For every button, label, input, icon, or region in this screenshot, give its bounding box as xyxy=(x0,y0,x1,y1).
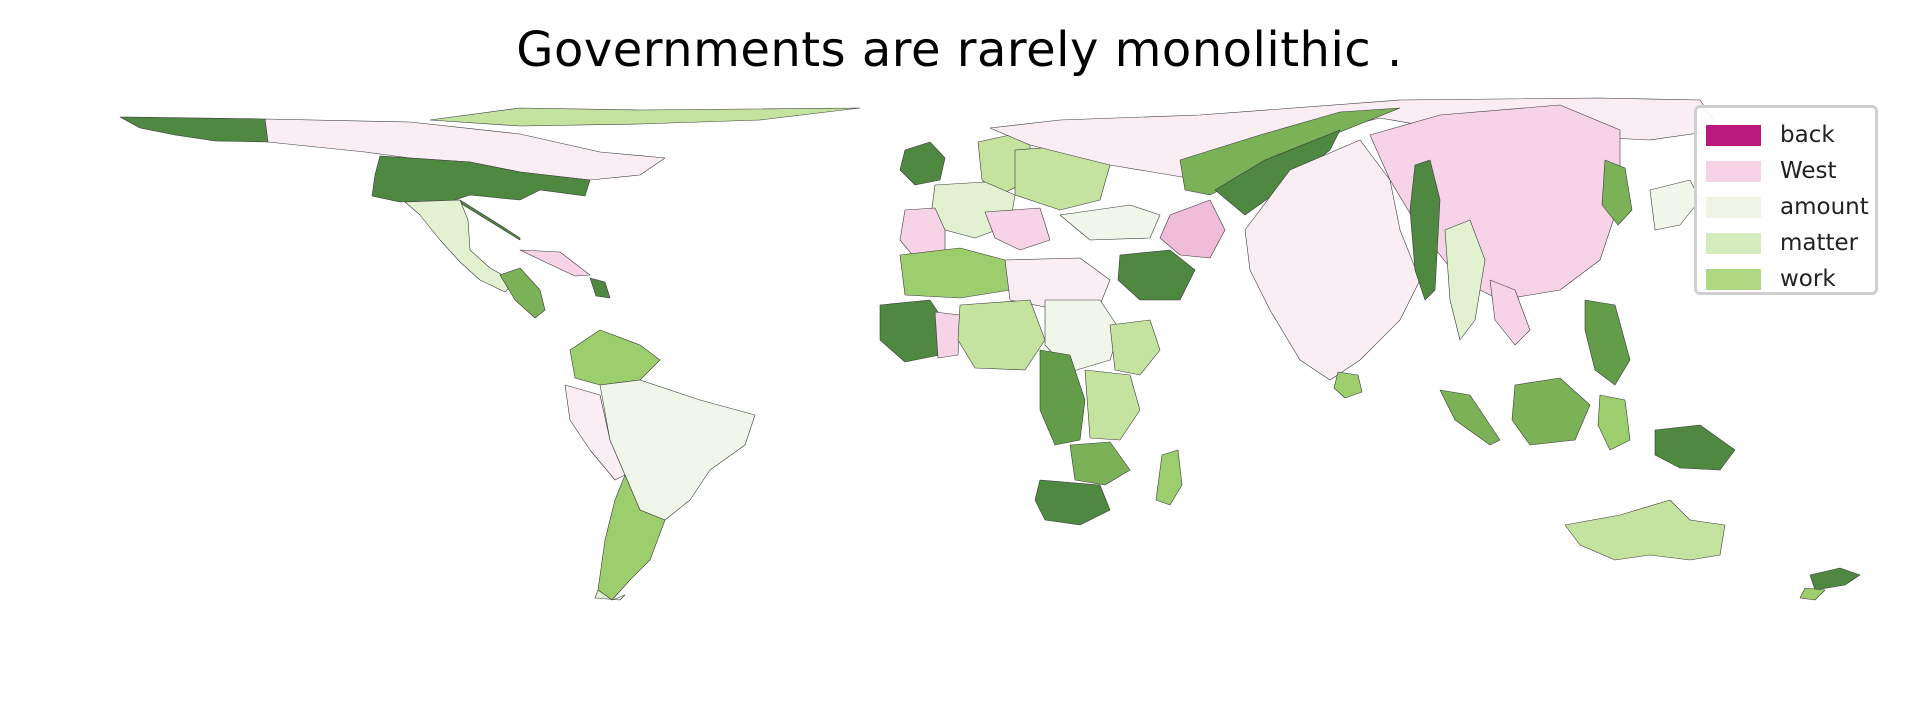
legend-swatch-west xyxy=(1706,160,1761,182)
region-myanmar xyxy=(1409,159,1441,301)
map-title: Governments are rarely monolithic . xyxy=(516,22,1403,78)
region-mexico xyxy=(404,199,516,293)
region-korea xyxy=(1601,159,1633,226)
region-new-guinea xyxy=(1654,424,1736,471)
region-colombia-venezuela xyxy=(569,329,661,386)
region-chile xyxy=(594,589,626,601)
legend-swatch-back xyxy=(1706,124,1761,146)
region-balkans xyxy=(984,207,1051,251)
legend-item-back: back xyxy=(1706,117,1875,153)
south-america xyxy=(564,329,756,601)
region-north-africa-west xyxy=(899,247,1011,299)
europe xyxy=(899,134,1161,259)
region-saudi xyxy=(1117,249,1196,301)
map-legend: back West amount matter work xyxy=(1694,105,1878,295)
region-sri-lanka xyxy=(1333,371,1363,399)
region-congo xyxy=(1039,349,1086,446)
region-cuba xyxy=(519,249,591,277)
legend-item-amount: amount xyxy=(1706,189,1875,225)
legend-label-work: work xyxy=(1780,266,1836,292)
region-sulawesi xyxy=(1597,394,1631,451)
legend-item-west: West xyxy=(1706,153,1875,189)
region-caribbean xyxy=(589,277,611,299)
region-iran xyxy=(1159,199,1226,259)
russia-asia xyxy=(989,97,1721,399)
africa xyxy=(879,247,1183,526)
legend-item-work: work xyxy=(1706,261,1875,297)
region-central-asia xyxy=(1214,129,1341,216)
region-madagascar xyxy=(1155,449,1183,506)
legend-label-matter: matter xyxy=(1780,230,1859,256)
region-turkey xyxy=(1059,204,1161,241)
region-sahel xyxy=(957,299,1046,371)
region-argentina xyxy=(597,474,666,601)
region-south-africa xyxy=(1034,479,1111,526)
southeast-asia-oceania xyxy=(1439,299,1861,601)
legend-swatch-work xyxy=(1706,268,1761,290)
region-japan xyxy=(1649,179,1701,231)
region-australia xyxy=(1564,499,1726,561)
region-west-africa-coast xyxy=(934,311,961,359)
region-thailand xyxy=(1444,219,1486,341)
legend-label-back: back xyxy=(1780,122,1835,148)
legend-label-west: West xyxy=(1780,158,1837,184)
region-borneo xyxy=(1511,377,1591,446)
region-new-zealand xyxy=(1809,567,1861,591)
region-india xyxy=(1244,139,1421,381)
region-peru xyxy=(564,384,626,481)
region-ethiopia xyxy=(1109,319,1161,376)
legend-swatch-amount xyxy=(1706,196,1761,218)
region-sumatra xyxy=(1439,389,1501,446)
north-america xyxy=(119,107,861,319)
region-vietnam xyxy=(1489,279,1531,346)
region-philippines xyxy=(1584,299,1631,386)
region-east-africa xyxy=(1084,369,1141,441)
legend-swatch-matter xyxy=(1706,232,1761,254)
region-brazil xyxy=(599,379,756,521)
region-arctic-islands xyxy=(429,107,861,127)
legend-item-matter: matter xyxy=(1706,225,1875,261)
region-new-zealand-south xyxy=(1799,587,1826,601)
region-uk xyxy=(899,141,946,186)
region-central-america xyxy=(499,267,546,319)
legend-label-amount: amount xyxy=(1780,194,1869,220)
region-alaska xyxy=(119,116,269,143)
region-southern-africa xyxy=(1069,441,1131,486)
